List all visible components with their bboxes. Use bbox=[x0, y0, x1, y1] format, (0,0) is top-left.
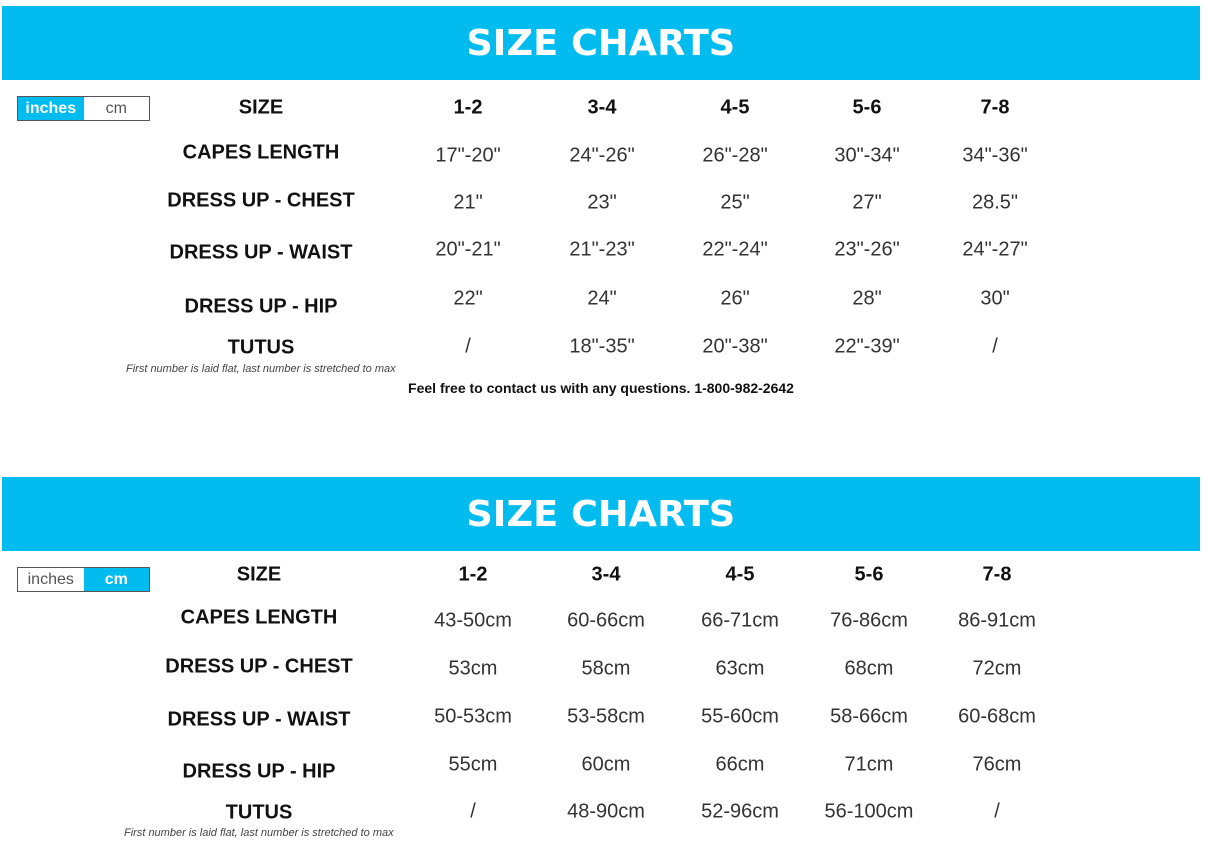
table-cell: 22"-39" bbox=[834, 335, 900, 358]
table-cell: 55-60cm bbox=[701, 705, 779, 728]
unit-option-inches[interactable]: inches bbox=[18, 97, 84, 120]
table-cell: 22"-24" bbox=[702, 238, 768, 261]
table-cell: 20"-21" bbox=[435, 238, 501, 261]
table-cell: 66cm bbox=[715, 753, 765, 776]
size-column-header: 3-4 bbox=[587, 96, 617, 119]
table-cell: 72cm bbox=[972, 657, 1022, 680]
row-label: DRESS UP - HIP bbox=[182, 760, 336, 783]
table-cell: 68cm bbox=[844, 657, 894, 680]
table-cell: 34"-36" bbox=[962, 144, 1028, 167]
size-column-header: 5-6 bbox=[854, 563, 884, 586]
table-cell: 43-50cm bbox=[434, 609, 512, 632]
table-cell: / bbox=[465, 335, 471, 358]
row-label: DRESS UP - HIP bbox=[184, 295, 338, 318]
table-cell: 23"-26" bbox=[834, 238, 900, 261]
unit-option-cm[interactable]: cm bbox=[83, 97, 149, 120]
title-banner: SIZE CHARTS bbox=[2, 6, 1200, 80]
tutus-note: First number is laid flat, last number i… bbox=[126, 363, 396, 375]
unit-toggle[interactable]: inches cm bbox=[17, 96, 150, 121]
table-cell: 25" bbox=[720, 191, 750, 214]
size-header: SIZE bbox=[236, 563, 282, 586]
table-cell: 20"-38" bbox=[702, 335, 768, 358]
row-label: CAPES LENGTH bbox=[180, 606, 338, 629]
size-column-header: 7-8 bbox=[982, 563, 1012, 586]
table-cell: 28.5" bbox=[971, 191, 1019, 214]
table-cell: 63cm bbox=[715, 657, 765, 680]
size-column-header: 4-5 bbox=[720, 96, 750, 119]
table-cell: 52-96cm bbox=[701, 800, 779, 823]
table-cell: 76cm bbox=[972, 753, 1022, 776]
table-cell: 22" bbox=[453, 287, 483, 310]
table-cell: 60cm bbox=[581, 753, 631, 776]
chart-title: SIZE CHARTS bbox=[466, 493, 736, 535]
table-cell: 24" bbox=[587, 287, 617, 310]
row-label: DRESS UP - WAIST bbox=[169, 241, 353, 264]
table-cell: 23" bbox=[587, 191, 617, 214]
tutus-note: First number is laid flat, last number i… bbox=[124, 827, 394, 839]
table-cell: 56-100cm bbox=[824, 800, 914, 823]
table-cell: 18"-35" bbox=[569, 335, 635, 358]
table-cell: 76-86cm bbox=[830, 609, 908, 632]
unit-option-cm[interactable]: cm bbox=[83, 568, 149, 591]
title-banner: SIZE CHARTS bbox=[2, 477, 1200, 551]
table-cell: 58-66cm bbox=[830, 705, 908, 728]
table-cell: 48-90cm bbox=[567, 800, 645, 823]
size-column-header: 3-4 bbox=[591, 563, 621, 586]
row-label: DRESS UP - WAIST bbox=[167, 708, 351, 731]
table-cell: / bbox=[992, 335, 998, 358]
size-column-header: 1-2 bbox=[453, 96, 483, 119]
table-cell: 30" bbox=[980, 287, 1010, 310]
size-column-header: 4-5 bbox=[725, 563, 755, 586]
table-cell: / bbox=[994, 800, 1000, 823]
table-cell: 21"-23" bbox=[569, 238, 635, 261]
table-cell: 21" bbox=[453, 191, 483, 214]
table-cell: 71cm bbox=[844, 753, 894, 776]
table-cell: 27" bbox=[852, 191, 882, 214]
table-cell: 28" bbox=[852, 287, 882, 310]
size-column-header: 7-8 bbox=[980, 96, 1010, 119]
row-label: TUTUS bbox=[227, 336, 295, 359]
table-cell: 30"-34" bbox=[834, 144, 900, 167]
size-header: SIZE bbox=[238, 96, 284, 119]
table-cell: 60-66cm bbox=[567, 609, 645, 632]
table-cell: 55cm bbox=[448, 753, 498, 776]
table-cell: 66-71cm bbox=[701, 609, 779, 632]
table-cell: 24"-27" bbox=[962, 238, 1028, 261]
table-cell: 26" bbox=[720, 287, 750, 310]
table-cell: 86-91cm bbox=[958, 609, 1036, 632]
table-cell: 50-53cm bbox=[434, 705, 512, 728]
table-cell: 24"-26" bbox=[569, 144, 635, 167]
table-cell: 17"-20" bbox=[435, 144, 501, 167]
table-cell: 53cm bbox=[448, 657, 498, 680]
row-label: DRESS UP - CHEST bbox=[165, 655, 353, 678]
table-cell: / bbox=[470, 800, 476, 823]
chart-title: SIZE CHARTS bbox=[466, 22, 736, 64]
unit-toggle[interactable]: inches cm bbox=[17, 567, 150, 592]
size-column-header: 5-6 bbox=[852, 96, 882, 119]
row-label: CAPES LENGTH bbox=[182, 141, 340, 164]
size-column-header: 1-2 bbox=[458, 563, 488, 586]
row-label: DRESS UP - CHEST bbox=[167, 189, 355, 212]
table-cell: 26"-28" bbox=[702, 144, 768, 167]
table-cell: 53-58cm bbox=[567, 705, 645, 728]
table-cell: 60-68cm bbox=[958, 705, 1036, 728]
unit-option-inches[interactable]: inches bbox=[18, 568, 84, 591]
table-cell: 58cm bbox=[581, 657, 631, 680]
contact-line: Feel free to contact us with any questio… bbox=[408, 380, 794, 396]
row-label: TUTUS bbox=[225, 801, 293, 824]
